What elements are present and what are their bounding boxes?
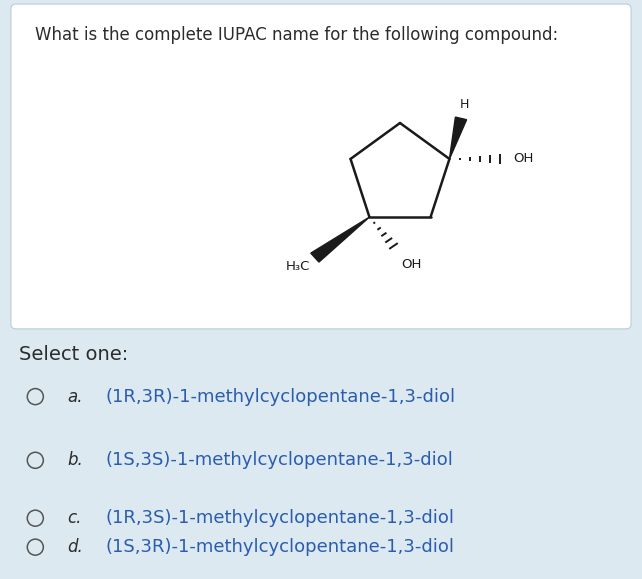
Text: OH: OH bbox=[401, 258, 422, 270]
Text: c.: c. bbox=[67, 509, 82, 527]
Text: Select one:: Select one: bbox=[19, 345, 128, 364]
Text: (1S,3S)-1-methylcyclopentane-1,3-diol: (1S,3S)-1-methylcyclopentane-1,3-diol bbox=[106, 451, 454, 470]
Text: H₃C: H₃C bbox=[285, 261, 309, 273]
Text: H: H bbox=[460, 98, 469, 111]
FancyBboxPatch shape bbox=[11, 4, 631, 329]
Text: OH: OH bbox=[514, 152, 534, 166]
Polygon shape bbox=[311, 217, 369, 262]
Text: (1R,3S)-1-methylcyclopentane-1,3-diol: (1R,3S)-1-methylcyclopentane-1,3-diol bbox=[106, 509, 455, 527]
Text: d.: d. bbox=[67, 538, 83, 556]
Text: What is the complete IUPAC name for the following compound:: What is the complete IUPAC name for the … bbox=[35, 26, 559, 44]
Text: (1S,3R)-1-methylcyclopentane-1,3-diol: (1S,3R)-1-methylcyclopentane-1,3-diol bbox=[106, 538, 455, 556]
Text: (1R,3R)-1-methylcyclopentane-1,3-diol: (1R,3R)-1-methylcyclopentane-1,3-diol bbox=[106, 387, 456, 406]
Text: a.: a. bbox=[67, 387, 83, 406]
Text: b.: b. bbox=[67, 451, 83, 470]
Polygon shape bbox=[449, 117, 467, 159]
